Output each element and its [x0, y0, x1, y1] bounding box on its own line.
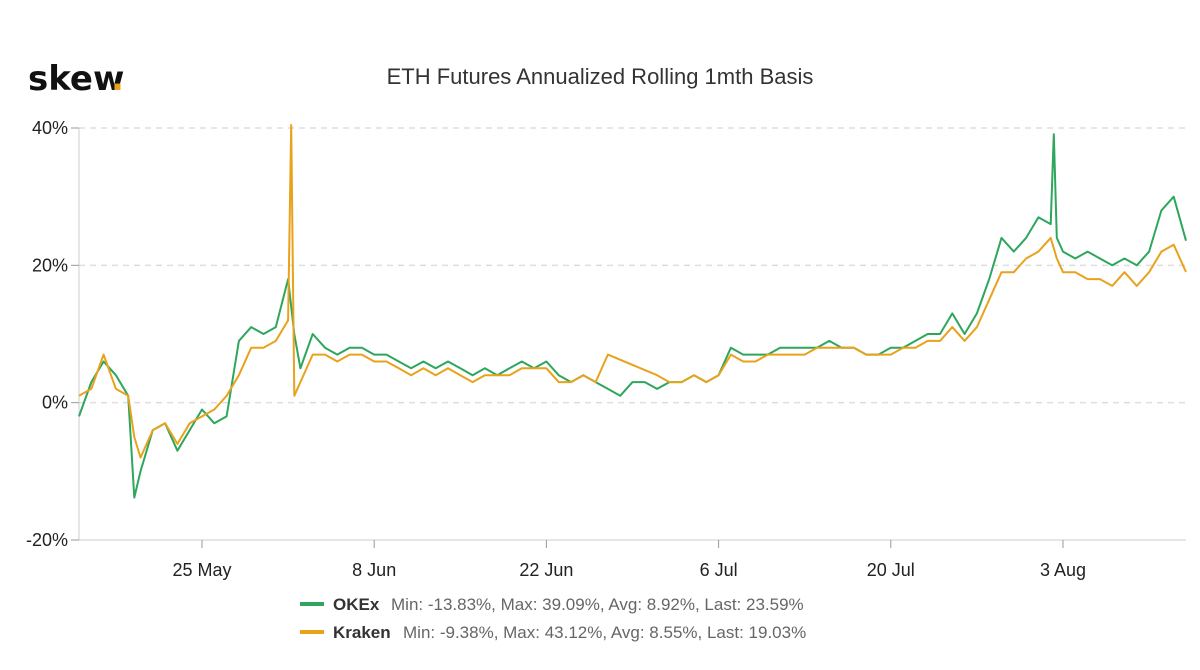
series-line-kraken — [78, 124, 1187, 459]
x-tick-labels: 25 May 8 Jun 22 Jun 6 Jul 20 Jul 3 Aug — [172, 540, 1086, 580]
y-tick-label: 20% — [32, 255, 68, 275]
legend-name-kraken: Kraken — [333, 623, 391, 642]
x-tick-label: 25 May — [172, 560, 231, 580]
x-tick-label: 8 Jun — [352, 560, 396, 580]
axes — [78, 128, 1186, 541]
logo-dot: . — [111, 59, 124, 99]
chart-title: ETH Futures Annualized Rolling 1mth Basi… — [387, 64, 814, 89]
legend-name-okex: OKEx — [333, 595, 380, 614]
x-tick-label: 22 Jun — [519, 560, 573, 580]
grid — [79, 127, 1186, 404]
legend[interactable]: OKEx Min: -13.83%, Max: 39.09%, Avg: 8.9… — [300, 595, 806, 642]
skew-logo: skew . — [28, 59, 124, 99]
logo-text: skew — [28, 59, 124, 99]
y-tick-label: 0% — [42, 393, 68, 413]
x-tick-label: 20 Jul — [867, 560, 915, 580]
legend-stats-kraken: Min: -9.38%, Max: 43.12%, Avg: 8.55%, La… — [403, 623, 806, 642]
x-tick-label: 3 Aug — [1040, 560, 1086, 580]
y-tick-label: -20% — [26, 530, 68, 550]
y-tick-labels: -20% 0% 20% 40% — [26, 118, 79, 550]
legend-item-kraken[interactable]: Kraken Min: -9.38%, Max: 43.12%, Avg: 8.… — [300, 623, 806, 642]
legend-item-okex[interactable]: OKEx Min: -13.83%, Max: 39.09%, Avg: 8.9… — [300, 595, 804, 614]
legend-stats-okex: Min: -13.83%, Max: 39.09%, Avg: 8.92%, L… — [391, 595, 804, 614]
series-line-okex — [78, 133, 1187, 499]
series-lines — [78, 124, 1187, 499]
y-tick-label: 40% — [32, 118, 68, 138]
x-tick-label: 6 Jul — [700, 560, 738, 580]
